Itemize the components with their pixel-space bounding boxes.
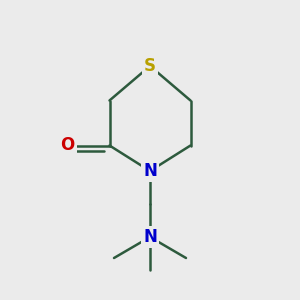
- Text: N: N: [143, 162, 157, 180]
- Text: N: N: [143, 228, 157, 246]
- Text: O: O: [60, 136, 75, 154]
- Text: S: S: [144, 57, 156, 75]
